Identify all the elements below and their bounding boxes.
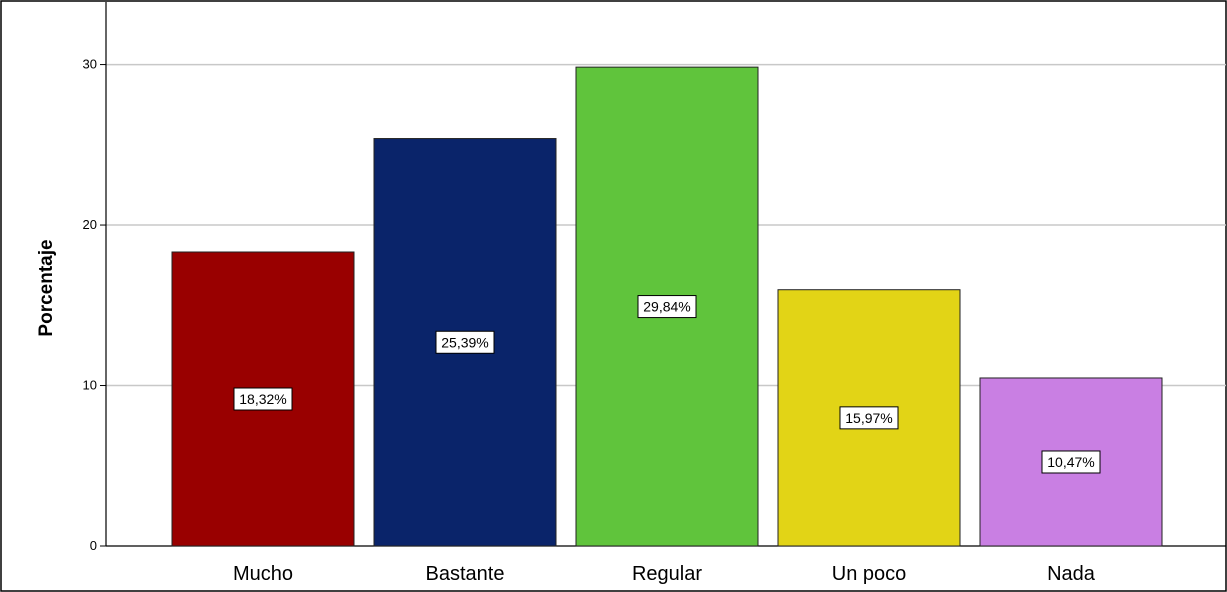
x-category-label: Bastante	[426, 563, 505, 585]
data-label-box	[1041, 450, 1101, 474]
data-label-text: 29,84%	[643, 299, 690, 315]
y-tick-label: 30	[83, 57, 97, 72]
y-tick-label: 0	[90, 538, 97, 553]
data-label: 29,84%	[637, 295, 697, 319]
data-label: 25,39%	[435, 330, 495, 354]
x-category-labels: Mucho Bastante Regular Un poco Nada	[233, 563, 1096, 585]
x-category-label: Mucho	[233, 563, 293, 585]
data-label: 15,97%	[839, 406, 899, 430]
data-label: 10,47%	[1041, 450, 1101, 474]
y-tick-label: 10	[83, 378, 97, 393]
x-category-label: Regular	[632, 563, 702, 585]
data-label-box	[637, 295, 697, 319]
x-category-label: Un poco	[832, 563, 907, 585]
y-axis-title: Porcentaje	[36, 239, 57, 336]
y-tick-labels: 0 10 20 30	[83, 57, 106, 553]
data-label-text: 18,32%	[239, 391, 286, 407]
x-category-label: Nada	[1047, 563, 1096, 585]
data-label-text: 25,39%	[441, 334, 488, 350]
data-label-box	[839, 406, 899, 430]
y-tick-label: 20	[83, 217, 97, 232]
data-label-box	[435, 330, 495, 354]
bars: 18,32% 25,39% 29,84% 15,97% 10,47%	[171, 66, 1163, 547]
data-label-box	[233, 387, 293, 411]
data-label-text: 10,47%	[1047, 454, 1094, 470]
data-label: 18,32%	[233, 387, 293, 411]
data-label-text: 15,97%	[845, 410, 892, 426]
